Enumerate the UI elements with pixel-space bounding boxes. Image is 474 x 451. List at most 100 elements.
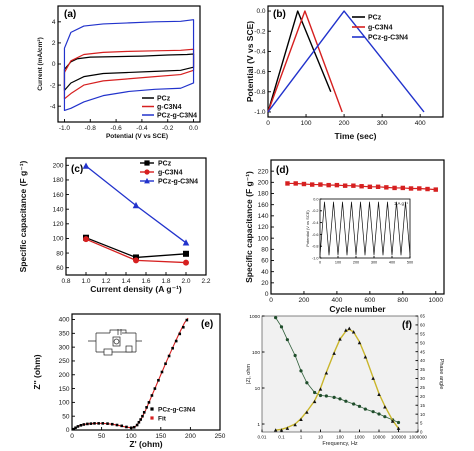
data-marker (351, 330, 356, 334)
data-marker (377, 412, 381, 416)
data-marker (305, 381, 309, 385)
x-tick-label: 150 (155, 433, 166, 440)
panel-letter: (d) (276, 165, 289, 176)
data-marker (178, 332, 182, 336)
y-tick-label: 200 (53, 163, 64, 170)
circuit-resistor (103, 348, 113, 356)
panel-e-nyquist: (e) 0 50 100 150 200 250 0 50 100 150 200 250 300 350 4… (32, 313, 226, 449)
x-tick-label: 0.1 (278, 435, 285, 440)
data-marker (383, 405, 387, 409)
data-marker (274, 316, 278, 320)
data-marker (352, 402, 356, 406)
data-marker (338, 337, 342, 341)
data-marker (396, 420, 401, 425)
data-marker (309, 182, 315, 187)
x-tick-label: 100 (336, 435, 344, 440)
x-tick-label: 0 (269, 297, 273, 304)
y-tick-label: 250 (59, 358, 70, 365)
y2-tick-label: 35 (420, 367, 425, 372)
y2-tick-label: 5 (420, 421, 423, 426)
x-tick-label: 0 (266, 120, 270, 127)
y-tick-label: 350 (59, 331, 70, 338)
data-marker (273, 428, 278, 432)
legend-marker (144, 160, 150, 166)
x-tick-label: 2.2 (201, 278, 210, 285)
data-marker (293, 353, 297, 358)
x-tick-label: 50 (98, 433, 106, 440)
x-tick-label: -0.8 (85, 125, 97, 132)
data-marker (344, 328, 348, 332)
legend-label: Fit (158, 415, 167, 422)
x-axis-title: Z' (ohm) (129, 439, 162, 449)
x-tick-label: 10000 (373, 435, 386, 440)
data-marker (433, 187, 438, 192)
legend-marker (150, 407, 154, 411)
panel-a-cv: (a) -1.0 -0.8 -0.6 -0.4 -0.2 0.0 -4 -2 0 2 4 PCzg-C3… (37, 5, 201, 140)
y-tick-label: -0.8 (254, 89, 266, 96)
inset-y-tick-label: -0.4 (312, 221, 319, 225)
legend-marker (144, 177, 150, 184)
y-axis-title: Specific capacitance (F g⁻¹) (18, 160, 28, 272)
y-tick-label: 100 (252, 350, 260, 356)
plot-frame (261, 315, 419, 433)
x-tick-label: 400 (331, 297, 342, 304)
data-marker (357, 340, 362, 345)
data-marker (408, 186, 414, 191)
data-marker (82, 423, 86, 426)
data-marker (76, 425, 80, 428)
x-tick-label: 2.0 (181, 278, 190, 285)
y2-tick-label: 40 (420, 358, 425, 363)
data-marker (153, 387, 157, 390)
y-axis-title: Potential (V vs SCE) (245, 21, 255, 102)
data-marker (334, 182, 340, 188)
data-marker (312, 399, 317, 404)
data-marker (363, 407, 367, 411)
inset-x-tick-label: 200 (353, 261, 359, 265)
x-tick-label: 1.8 (161, 278, 170, 285)
y-axis-title: Current (mA/cm²) (37, 37, 44, 90)
data-marker (101, 422, 105, 425)
data-marker (293, 181, 298, 186)
x-tick-label: 1.2 (101, 278, 110, 285)
data-marker (174, 339, 178, 343)
y2-tick-label: 60 (420, 323, 425, 328)
x-tick-label: 1.0 (81, 278, 90, 285)
y-tick-label: 60 (261, 258, 269, 265)
x-tick-label: 10 (318, 435, 324, 440)
y-tick-label: 140 (53, 206, 64, 213)
x-tick-label: -0.2 (162, 125, 174, 132)
data-marker (338, 397, 342, 401)
data-marker (324, 371, 329, 375)
circuit-element-node (113, 338, 120, 345)
data-marker (164, 362, 167, 366)
y-tick-label: 400 (59, 317, 70, 324)
y-tick-label: 20 (261, 280, 269, 287)
data-marker (150, 394, 154, 397)
y-tick-label: 120 (258, 224, 269, 231)
y-tick-label: 0 (66, 427, 70, 434)
data-marker (324, 394, 328, 398)
data-marker (89, 422, 93, 425)
x-tick-label: 100 (126, 433, 137, 440)
inset-gcd-cycles (319, 201, 411, 256)
data-marker (285, 426, 290, 430)
legend-marker (150, 416, 154, 420)
data-marker (359, 184, 364, 189)
data-marker (383, 415, 387, 419)
data-marker (305, 410, 309, 414)
legend-label: PCz-g-C3N4 (368, 35, 408, 42)
y-tick-label: 100 (258, 235, 269, 242)
inset-frame (319, 198, 411, 259)
data-marker (332, 395, 336, 399)
x-tick-label: 600 (364, 297, 375, 304)
data-marker (279, 325, 284, 329)
y-tick-label: -0.4 (254, 49, 266, 56)
data-marker (363, 355, 368, 359)
y2-tick-label: 65 (420, 314, 425, 319)
data-marker (183, 250, 189, 257)
data-marker (135, 423, 139, 427)
y-tick-label: 180 (53, 177, 64, 184)
y-tick-label: 100 (53, 236, 64, 243)
data-marker (301, 181, 307, 187)
